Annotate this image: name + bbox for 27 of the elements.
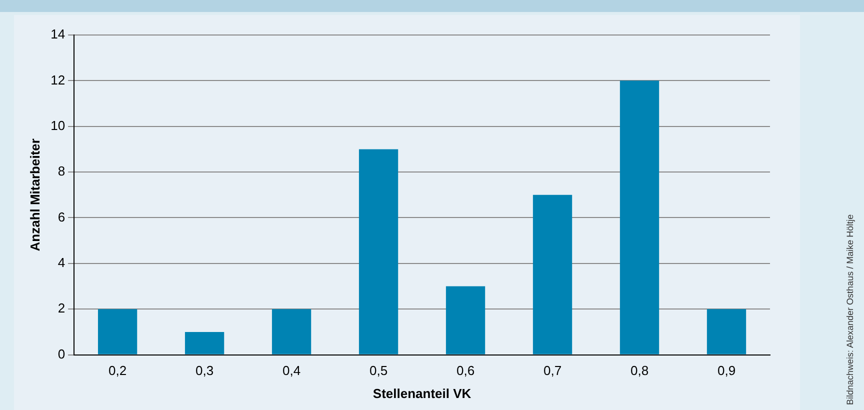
y-tick-label: 4 xyxy=(58,255,66,270)
y-tick-label: 6 xyxy=(58,209,66,224)
bar xyxy=(706,309,746,354)
bar xyxy=(184,332,224,354)
x-tick-label: 0,2 xyxy=(108,363,127,378)
text: Bildnachweis: Alexander Osthaus / Maike Höltje xyxy=(845,214,855,405)
y-tick-label: 10 xyxy=(50,118,66,133)
bar xyxy=(446,286,486,354)
x-tick-label: 0,7 xyxy=(543,363,562,378)
x-tick-label: 0,3 xyxy=(196,363,214,378)
x-tick-label: 0,8 xyxy=(630,363,649,378)
y-tick-label: 2 xyxy=(58,300,66,316)
bar xyxy=(272,309,312,354)
y-tick-label: 14 xyxy=(50,26,66,42)
bar xyxy=(620,80,660,354)
y-tick-label: 8 xyxy=(58,164,66,179)
x-tick-label: 0,6 xyxy=(456,363,475,378)
bar xyxy=(358,149,398,354)
y-tick-label: 0 xyxy=(58,346,66,362)
x-tick-label: 0,9 xyxy=(717,363,736,378)
x-tick-label: 0,5 xyxy=(369,363,388,378)
y-tick-label: 12 xyxy=(50,72,66,88)
bar xyxy=(98,309,138,354)
bar xyxy=(532,194,572,354)
x-axis-title: Stellenanteil VK xyxy=(372,386,472,401)
y-axis-title: Anzahl Mitarbeiter xyxy=(27,138,42,252)
x-tick-label: 0,4 xyxy=(282,363,301,378)
